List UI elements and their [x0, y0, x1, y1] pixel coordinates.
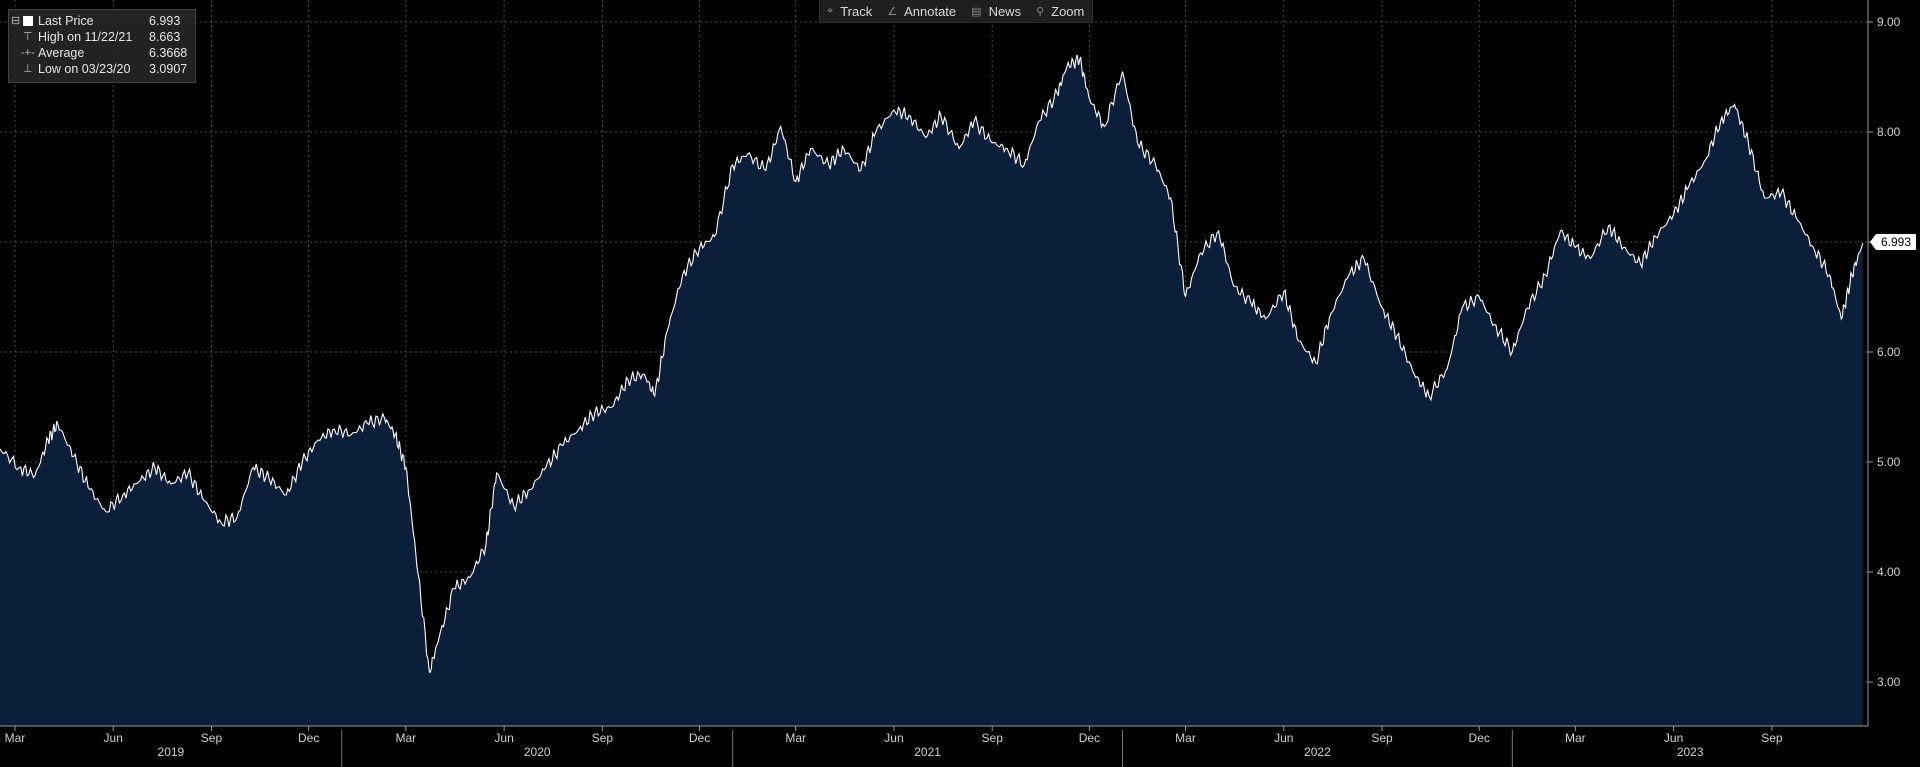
price-area-fill	[0, 54, 1863, 727]
low-marker-icon: ⊥	[23, 63, 33, 75]
legend-row-low: ⊥ Low on 03/23/20 3.0907	[9, 61, 195, 77]
high-marker-icon: ⊤	[23, 31, 33, 43]
x-month-label: Dec	[1469, 731, 1490, 745]
annotate-label: Annotate	[904, 3, 957, 19]
series-swatch-icon	[23, 16, 33, 26]
x-year-label: 2023	[1677, 745, 1704, 759]
chart-toolbar: ⌖ Track ∠ Annotate ▤ News ⚲ Zoom	[819, 0, 1094, 23]
y-tick-label: 9.00	[1877, 15, 1901, 29]
y-tick-label: 3.00	[1877, 675, 1901, 689]
x-month-label: Jun	[104, 731, 123, 745]
x-month-label: Sep	[1371, 731, 1393, 745]
x-month-label: Dec	[1079, 731, 1100, 745]
news-button[interactable]: ▤ News	[964, 0, 1029, 22]
x-year-label: 2020	[524, 745, 551, 759]
legend-last-price-value: 6.993	[149, 14, 181, 28]
x-month-label: Jun	[1274, 731, 1293, 745]
legend-row-average: -+- Average 6.3668	[9, 45, 195, 61]
news-icon: ▤	[971, 5, 982, 18]
legend-high-value: 8.663	[149, 30, 181, 44]
legend-low-value: 3.0907	[149, 62, 188, 76]
track-button[interactable]: ⌖ Track	[820, 0, 880, 22]
y-tick-label: 5.00	[1877, 455, 1901, 469]
x-month-label: Dec	[298, 731, 319, 745]
news-label: News	[988, 3, 1022, 19]
x-year-label: 2021	[914, 745, 941, 759]
zoom-button[interactable]: ⚲ Zoom	[1029, 0, 1092, 22]
x-month-label: Jun	[1664, 731, 1683, 745]
x-year-label: 2022	[1304, 745, 1331, 759]
x-month-label: Jun	[494, 731, 513, 745]
legend-last-price-label: Last Price	[38, 14, 94, 28]
y-tick-label: 6.00	[1877, 345, 1901, 359]
x-month-label: Mar	[1175, 731, 1196, 745]
y-tick-label: 8.00	[1877, 125, 1901, 139]
x-month-label: Sep	[1761, 731, 1783, 745]
x-year-label: 2019	[158, 745, 185, 759]
price-line	[0, 54, 1864, 673]
x-month-label: Sep	[982, 731, 1004, 745]
x-month-label: Jun	[884, 731, 903, 745]
x-month-label: Mar	[5, 731, 26, 745]
magnifier-icon: ⚲	[1036, 5, 1045, 18]
legend-high-label: High on 11/22/21	[38, 30, 133, 44]
x-month-label: Mar	[1565, 731, 1586, 745]
annotate-button[interactable]: ∠ Annotate	[880, 0, 964, 22]
pencil-icon: ∠	[887, 5, 898, 18]
track-label: Track	[840, 3, 873, 19]
legend-panel: ⊟ Last Price 6.993 ⊤ High on 11/22/21 8.…	[8, 9, 196, 83]
average-marker-icon: -+-	[21, 47, 35, 59]
legend-row-last-price[interactable]: ⊟ Last Price 6.993	[9, 13, 195, 29]
x-month-label: Mar	[785, 731, 806, 745]
zoom-label: Zoom	[1051, 3, 1085, 19]
collapse-icon[interactable]: ⊟	[11, 15, 21, 27]
legend-row-high: ⊤ High on 11/22/21 8.663	[9, 29, 195, 45]
y-tick-label: 4.00	[1877, 565, 1901, 579]
x-month-label: Mar	[396, 731, 417, 745]
legend-average-value: 6.3668	[149, 46, 188, 60]
crosshair-icon: ⌖	[827, 4, 834, 17]
last-price-tag: 6.993	[1870, 234, 1916, 250]
x-month-label: Sep	[592, 731, 614, 745]
x-month-label: Dec	[689, 731, 710, 745]
legend-low-label: Low on 03/23/20	[38, 62, 131, 76]
legend-average-label: Average	[38, 46, 85, 60]
x-month-label: Sep	[201, 731, 223, 745]
